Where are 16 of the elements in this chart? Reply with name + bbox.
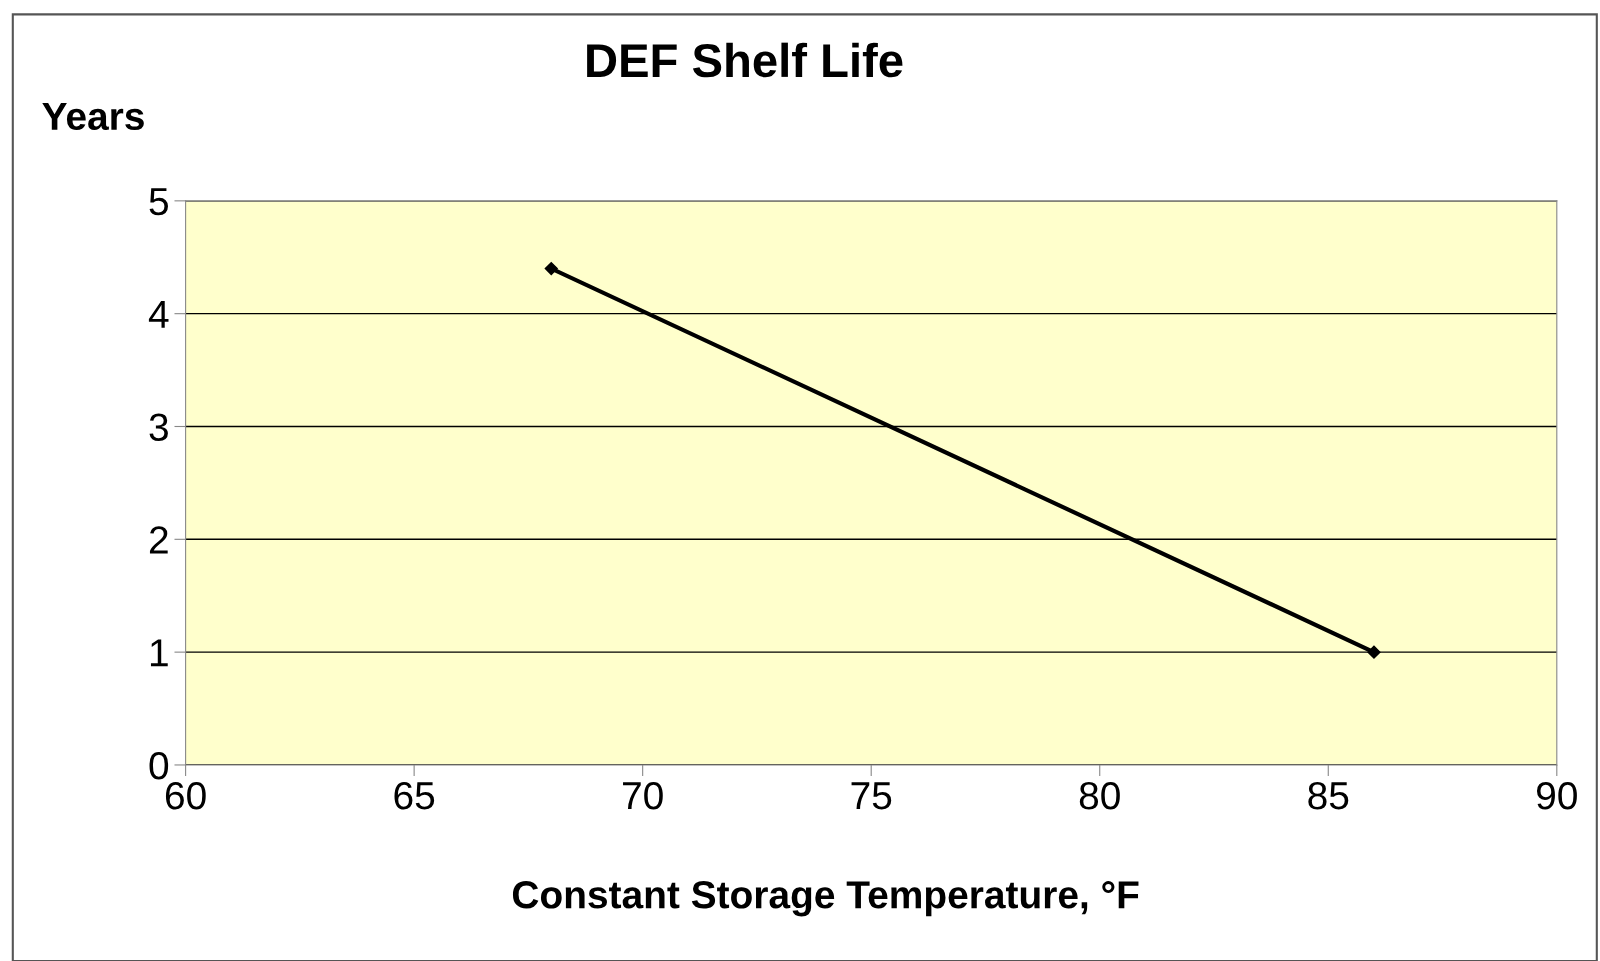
y-tick-label: 3 (149, 413, 168, 441)
x-tick-label: 65 (394, 781, 435, 810)
x-axis-title: Constant Storage Temperature, °F (512, 880, 1139, 917)
x-tick-label: 85 (1308, 781, 1349, 810)
x-tick-label: 75 (851, 782, 892, 810)
x-tick-label: 90 (1537, 781, 1577, 810)
y-tick-label: 1 (150, 639, 168, 667)
x-tick-label: 60 (165, 781, 206, 810)
y-tick-label: 4 (148, 301, 169, 328)
x-tick-label: 80 (1079, 781, 1120, 810)
y-tick-label: 0 (149, 751, 169, 780)
y-axis-title: Years (42, 102, 144, 131)
chart-title: DEF Shelf Life (587, 42, 903, 78)
x-tick-label: 70 (623, 781, 663, 810)
y-tick-label: 2 (149, 526, 168, 554)
y-tick-label: 5 (149, 188, 168, 216)
